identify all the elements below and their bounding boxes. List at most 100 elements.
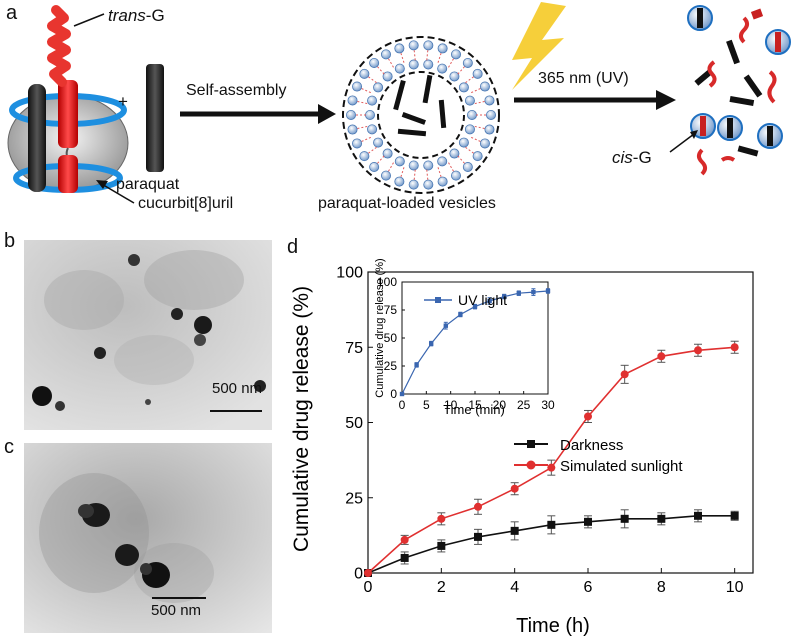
self-assembly-label: Self-assembly	[186, 82, 287, 99]
legend-marker-sunlight	[526, 460, 536, 470]
inset-legend-uv: UV light	[458, 292, 507, 308]
main-data-point	[437, 541, 446, 550]
main-y-tick-label: 75	[345, 340, 363, 357]
bilayer-unit	[380, 170, 391, 181]
main-y-tick-label: 50	[345, 415, 363, 432]
bilayer-link	[426, 169, 429, 181]
inset-x-tick-label: 30	[541, 398, 555, 412]
inset-data-point	[443, 323, 448, 328]
main-data-point	[437, 514, 446, 523]
bilayer-unit	[450, 170, 461, 181]
bilayer-unit	[394, 156, 405, 167]
inset-y-tick-label: 0	[390, 387, 397, 401]
main-data-point	[547, 520, 556, 529]
uv-arrow	[514, 90, 676, 110]
inset-x-tick-label: 10	[444, 398, 458, 412]
bilayer-link	[387, 57, 394, 68]
bilayer-unit	[394, 43, 405, 54]
bilayer-link	[376, 65, 385, 75]
main-data-point	[510, 484, 519, 493]
bilayer-link	[471, 87, 482, 94]
bilayer-unit	[458, 137, 469, 148]
panel-label-c: c	[4, 436, 14, 458]
main-y-axis-label: Cumulative drug release (%)	[290, 286, 313, 552]
inset-x-tick-label: 0	[399, 398, 406, 412]
tem-micrograph-b	[24, 240, 272, 430]
bilayer-unit	[408, 160, 419, 171]
bilayer-unit	[408, 40, 419, 51]
inset-data-point	[399, 391, 405, 397]
bilayer-unit	[423, 179, 434, 190]
inset-data-point	[472, 304, 478, 309]
bilayer-unit	[437, 63, 448, 74]
inset-x-tick-label: 5	[423, 398, 430, 412]
scale-bar-b	[210, 410, 262, 412]
cis-g-label: cis-G	[612, 148, 652, 167]
main-data-point	[657, 514, 666, 523]
bilayer-link	[400, 52, 405, 63]
bilayer-link	[413, 49, 416, 61]
scale-bar-c	[152, 597, 206, 599]
main-data-point	[400, 535, 409, 544]
inset-data-point	[516, 291, 521, 296]
bilayer-unit	[458, 82, 469, 93]
main-data-point	[730, 343, 739, 352]
bilayer-unit	[464, 124, 475, 135]
bilayer-unit	[359, 151, 370, 162]
bilayer-unit	[408, 179, 419, 190]
inset-data-point	[414, 362, 419, 368]
bilayer-unit	[367, 124, 378, 135]
main-data-point	[694, 511, 702, 520]
inset-x-tick-label: 20	[493, 398, 507, 412]
bilayer-unit	[472, 68, 483, 79]
inset-x-axis-label: Time (min)	[443, 402, 505, 417]
inset-x-tick-label: 15	[468, 398, 482, 412]
panel-label-d: d	[287, 236, 299, 258]
lightning-bolt-icon	[512, 2, 566, 90]
bilayer-link	[437, 167, 442, 178]
panel-label-b: b	[4, 230, 16, 252]
main-data-point	[364, 569, 372, 577]
inset-legend-marker	[435, 297, 441, 303]
inset-data-point	[545, 288, 551, 294]
main-x-tick-label: 8	[657, 579, 666, 596]
bilayer-unit	[347, 124, 358, 135]
main-data-point	[584, 412, 592, 421]
bilayer-link	[465, 75, 475, 84]
bilayer-unit	[369, 162, 380, 173]
scheme-illustration	[7, 2, 791, 204]
main-data-point	[474, 532, 482, 541]
bilayer-unit	[464, 95, 475, 106]
main-data-point	[474, 502, 482, 511]
bilayer-link	[367, 146, 377, 155]
inset-data-point	[429, 341, 434, 346]
bilayer-link	[367, 75, 377, 84]
legend-darkness: Darkness	[560, 437, 623, 454]
bilayer-link	[400, 167, 405, 178]
inset-x-tick-label: 25	[517, 398, 531, 412]
inset-data-point	[531, 289, 536, 295]
bilayer-unit	[462, 57, 473, 68]
tem-micrograph-c	[24, 443, 272, 633]
bilayer-unit	[408, 59, 419, 70]
bilayer-link	[360, 136, 371, 143]
main-data-point	[657, 352, 666, 361]
bilayer-unit	[450, 49, 461, 60]
paraquat-label: paraquat	[116, 176, 180, 193]
uv-label: 365 nm (UV)	[538, 70, 629, 87]
inset-y-axis-label: Cumulative drug release (%)	[374, 258, 386, 397]
released-products	[687, 5, 791, 176]
bilayer-unit	[373, 137, 384, 148]
bilayer-unit	[359, 68, 370, 79]
inset-data-point	[487, 298, 492, 304]
main-data-point	[510, 526, 519, 535]
main-y-tick-label: 25	[345, 490, 363, 507]
trans-g-label: trans-G	[108, 6, 165, 25]
bilayer-unit	[364, 110, 375, 121]
main-y-tick-label: 100	[336, 265, 363, 282]
cucurbituril-label: cucurbit[8]uril	[138, 195, 234, 212]
bilayer-unit	[437, 176, 448, 187]
bilayer-unit	[462, 162, 473, 173]
bilayer-unit	[394, 176, 405, 187]
bilayer-link	[457, 65, 466, 75]
